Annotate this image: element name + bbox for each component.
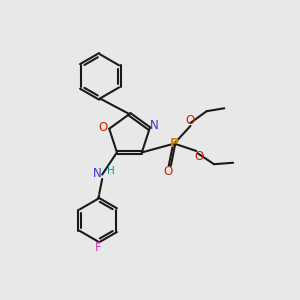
Text: H: H bbox=[106, 166, 114, 176]
Text: O: O bbox=[194, 150, 203, 163]
Text: O: O bbox=[164, 165, 173, 178]
Text: F: F bbox=[94, 241, 101, 254]
Text: O: O bbox=[186, 114, 195, 127]
Text: N: N bbox=[92, 167, 101, 179]
Text: O: O bbox=[98, 121, 107, 134]
Text: P: P bbox=[170, 137, 179, 150]
Text: N: N bbox=[150, 119, 158, 132]
